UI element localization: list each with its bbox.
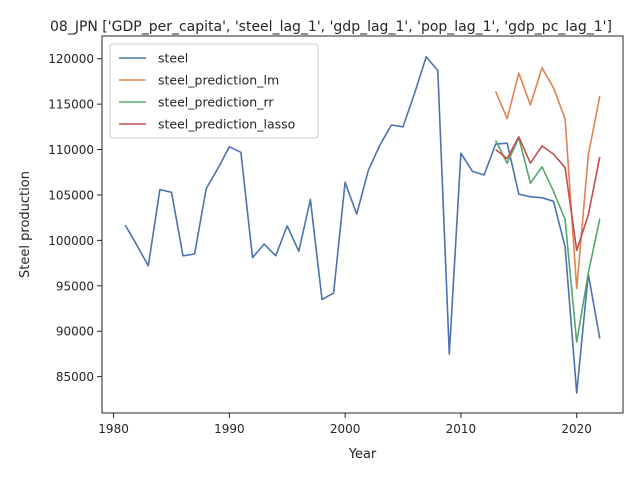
legend-entry: steel bbox=[158, 51, 188, 66]
legend-entry: steel_prediction_lm bbox=[158, 73, 279, 88]
x-axis-label: Year bbox=[348, 447, 377, 462]
y-tick-label: 110000 bbox=[48, 143, 94, 157]
series-line-steel_prediction_lm bbox=[494, 67, 601, 290]
x-tick-label: 2020 bbox=[561, 422, 592, 436]
series-line-steel bbox=[124, 56, 601, 394]
y-tick-label: 100000 bbox=[48, 234, 94, 248]
y-tick-label: 105000 bbox=[48, 188, 94, 202]
legend-box bbox=[109, 43, 319, 139]
legend: steel steel_prediction_lm steel_prediction… bbox=[109, 43, 319, 139]
series-line-steel_prediction_rr bbox=[494, 136, 601, 343]
series-line-steel_prediction_lasso bbox=[495, 136, 601, 252]
y-axis-label: Steel production bbox=[18, 171, 33, 278]
x-axis-ticks: 1980 1990 2000 2010 2020 bbox=[98, 413, 592, 436]
legend-entry: steel_prediction_rr bbox=[158, 95, 274, 110]
y-axis-ticks: 85000 90000 95000 100000 105000 110000 115000 1… bbox=[48, 52, 102, 384]
x-tick-label: 2010 bbox=[446, 422, 477, 436]
y-tick-label: 120000 bbox=[48, 52, 94, 66]
chart-title: 08_JPN ['GDP_per_capita', 'steel_lag_1',… bbox=[50, 19, 612, 35]
legend-entry: steel_prediction_lasso bbox=[158, 117, 295, 132]
y-tick-label: 85000 bbox=[56, 370, 94, 384]
series-layer bbox=[124, 56, 601, 394]
y-tick-label: 115000 bbox=[48, 98, 94, 112]
y-tick-label: 95000 bbox=[56, 279, 94, 293]
plot-frame bbox=[101, 35, 624, 414]
x-tick-label: 1980 bbox=[98, 422, 129, 436]
y-tick-label: 90000 bbox=[56, 325, 94, 339]
x-tick-label: 1990 bbox=[214, 422, 245, 436]
x-tick-label: 2000 bbox=[330, 422, 361, 436]
